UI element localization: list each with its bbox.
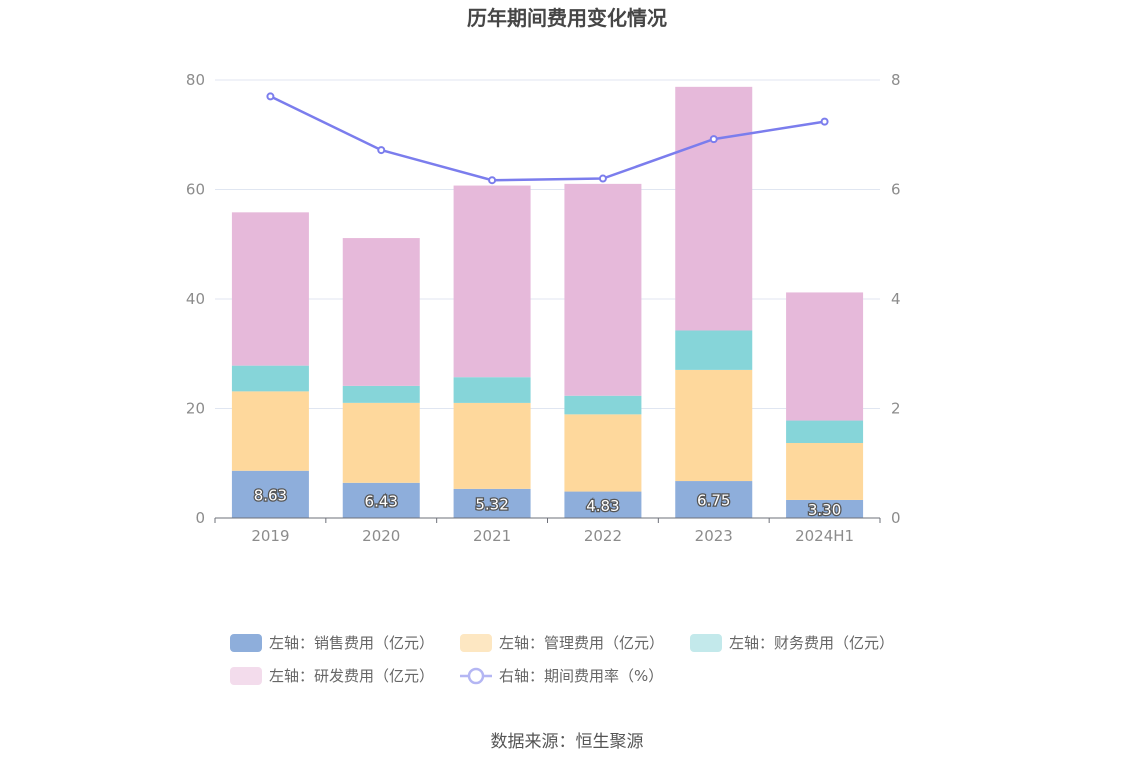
x-tick-label: 2024H1 — [795, 527, 854, 545]
right-tick-label: 0 — [891, 509, 901, 527]
bar-segment — [786, 499, 864, 518]
bar-segment — [675, 86, 753, 331]
bar-segment — [231, 391, 309, 471]
bar-data-label: 3.30 — [808, 501, 841, 519]
bar-segment — [564, 183, 642, 396]
right-tick-label: 6 — [891, 181, 901, 199]
bar-data-label: 8.63 — [254, 486, 287, 504]
x-tick-label: 2019 — [251, 527, 289, 545]
legend-label: 左轴：销售费用（亿元） — [269, 634, 434, 652]
bars — [231, 86, 864, 518]
bar-data-label: 4.83 — [586, 497, 619, 515]
rate-point — [709, 135, 718, 144]
bar-segment — [564, 414, 642, 492]
right-tick-label: 2 — [891, 400, 901, 418]
legend-marker — [467, 667, 485, 685]
legend-swatch — [690, 634, 722, 652]
right-tick-label: 4 — [891, 290, 901, 308]
left-tick-label: 40 — [186, 290, 205, 308]
legend-swatch — [230, 667, 262, 685]
bar-segment — [231, 470, 309, 518]
bar-segment — [675, 481, 753, 518]
x-tick-label: 2020 — [362, 527, 400, 545]
bar-segment — [453, 377, 531, 403]
rate-point — [598, 174, 607, 183]
chart-title: 历年期间费用变化情况 — [467, 6, 667, 30]
bar-segment — [786, 292, 864, 421]
legend-label: 左轴：财务费用（亿元） — [729, 634, 894, 652]
bar-data-label: 5.32 — [475, 495, 508, 513]
left-tick-label: 20 — [186, 400, 205, 418]
bar-segment — [786, 442, 864, 500]
rate-line-path — [269, 95, 825, 182]
legend-swatch — [460, 634, 492, 652]
bar-segment — [675, 369, 753, 482]
x-tick-label: 2022 — [584, 527, 622, 545]
bar-segment — [342, 482, 420, 518]
source-note: 数据来源：恒生聚源 — [491, 732, 644, 752]
legend-swatch — [230, 634, 262, 652]
bar-segment — [675, 330, 753, 370]
x-tick-label: 2023 — [695, 527, 733, 545]
bar-data-label: 6.43 — [365, 492, 398, 510]
bar-segment — [342, 402, 420, 483]
left-tick-label: 80 — [186, 71, 205, 89]
legend-label: 右轴：期间费用率（%） — [499, 667, 663, 685]
bar-segment — [564, 395, 642, 415]
bar-segment — [231, 365, 309, 392]
axes: 0 20 40 60 80 0 2 4 6 8 2019 2020 2021 2022 2023 2024H1 — [186, 71, 901, 545]
left-tick-label: 60 — [186, 181, 205, 199]
bar-data-label: 6.75 — [697, 492, 730, 510]
bar-segment — [453, 488, 531, 518]
bar-segment — [453, 402, 531, 489]
bar-segment — [786, 420, 864, 443]
left-tick-label: 0 — [195, 509, 205, 527]
legend-label: 左轴：管理费用（亿元） — [499, 634, 664, 652]
bar-segment — [342, 385, 420, 403]
rate-point — [266, 92, 275, 101]
bar-segment — [564, 491, 642, 518]
legend: 左轴：销售费用（亿元） 左轴：管理费用（亿元） 左轴：财务费用（亿元） 左轴：研发费用… — [230, 634, 894, 685]
right-tick-label: 8 — [891, 71, 901, 89]
grid — [215, 79, 880, 409]
rate-point — [820, 117, 829, 126]
data-labels: 8.63 6.43 5.32 4.83 6.75 3.30 — [252, 485, 842, 520]
bar-segment — [231, 212, 309, 366]
bar-segment — [453, 185, 531, 378]
x-tick-label: 2021 — [473, 527, 511, 545]
rate-line — [266, 92, 829, 185]
rate-point — [488, 176, 497, 185]
bar-segment — [342, 238, 420, 386]
legend-label: 左轴：研发费用（亿元） — [269, 667, 434, 685]
rate-point — [377, 146, 386, 155]
